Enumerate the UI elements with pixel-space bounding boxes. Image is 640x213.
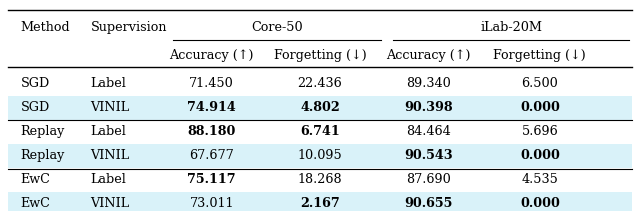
Text: 88.180: 88.180 [188, 125, 236, 138]
Text: 0.000: 0.000 [520, 149, 560, 162]
Text: 71.450: 71.450 [189, 77, 234, 90]
Text: EwC: EwC [20, 197, 51, 210]
Text: 22.436: 22.436 [298, 77, 342, 90]
Text: 73.011: 73.011 [189, 197, 234, 210]
Text: 0.000: 0.000 [520, 101, 560, 114]
Text: SGD: SGD [20, 101, 50, 114]
Text: Label: Label [91, 173, 127, 186]
Text: 10.095: 10.095 [298, 149, 342, 162]
Text: Replay: Replay [20, 149, 65, 162]
Text: 75.117: 75.117 [188, 173, 236, 186]
Text: Supervision: Supervision [91, 21, 167, 34]
Text: 90.398: 90.398 [404, 101, 452, 114]
Text: VINIL: VINIL [91, 101, 130, 114]
Text: 6.500: 6.500 [522, 77, 558, 90]
Text: Label: Label [91, 125, 127, 138]
Text: Forgetting (↓): Forgetting (↓) [274, 49, 366, 62]
Text: 5.696: 5.696 [522, 125, 558, 138]
Text: 18.268: 18.268 [298, 173, 342, 186]
Text: Replay: Replay [20, 125, 65, 138]
Text: Core-50: Core-50 [251, 21, 303, 34]
Text: VINIL: VINIL [91, 149, 130, 162]
Text: 2.167: 2.167 [300, 197, 340, 210]
Text: 74.914: 74.914 [188, 101, 236, 114]
Text: Accuracy (↑): Accuracy (↑) [170, 49, 254, 62]
Text: iLab-20M: iLab-20M [480, 21, 542, 34]
Text: 67.677: 67.677 [189, 149, 234, 162]
Text: 84.464: 84.464 [406, 125, 451, 138]
Text: 89.340: 89.340 [406, 77, 451, 90]
Text: 4.802: 4.802 [300, 101, 340, 114]
Text: 6.741: 6.741 [300, 125, 340, 138]
Text: Forgetting (↓): Forgetting (↓) [493, 49, 586, 62]
FancyBboxPatch shape [8, 144, 632, 168]
Text: EwC: EwC [20, 173, 51, 186]
Text: VINIL: VINIL [91, 197, 130, 210]
FancyBboxPatch shape [8, 192, 632, 213]
Text: 90.543: 90.543 [404, 149, 452, 162]
Text: Method: Method [20, 21, 70, 34]
FancyBboxPatch shape [8, 96, 632, 120]
Text: SGD: SGD [20, 77, 50, 90]
Text: Label: Label [91, 77, 127, 90]
Text: 4.535: 4.535 [522, 173, 558, 186]
Text: Accuracy (↑): Accuracy (↑) [386, 49, 470, 62]
Text: 0.000: 0.000 [520, 197, 560, 210]
Text: 87.690: 87.690 [406, 173, 451, 186]
Text: 90.655: 90.655 [404, 197, 452, 210]
